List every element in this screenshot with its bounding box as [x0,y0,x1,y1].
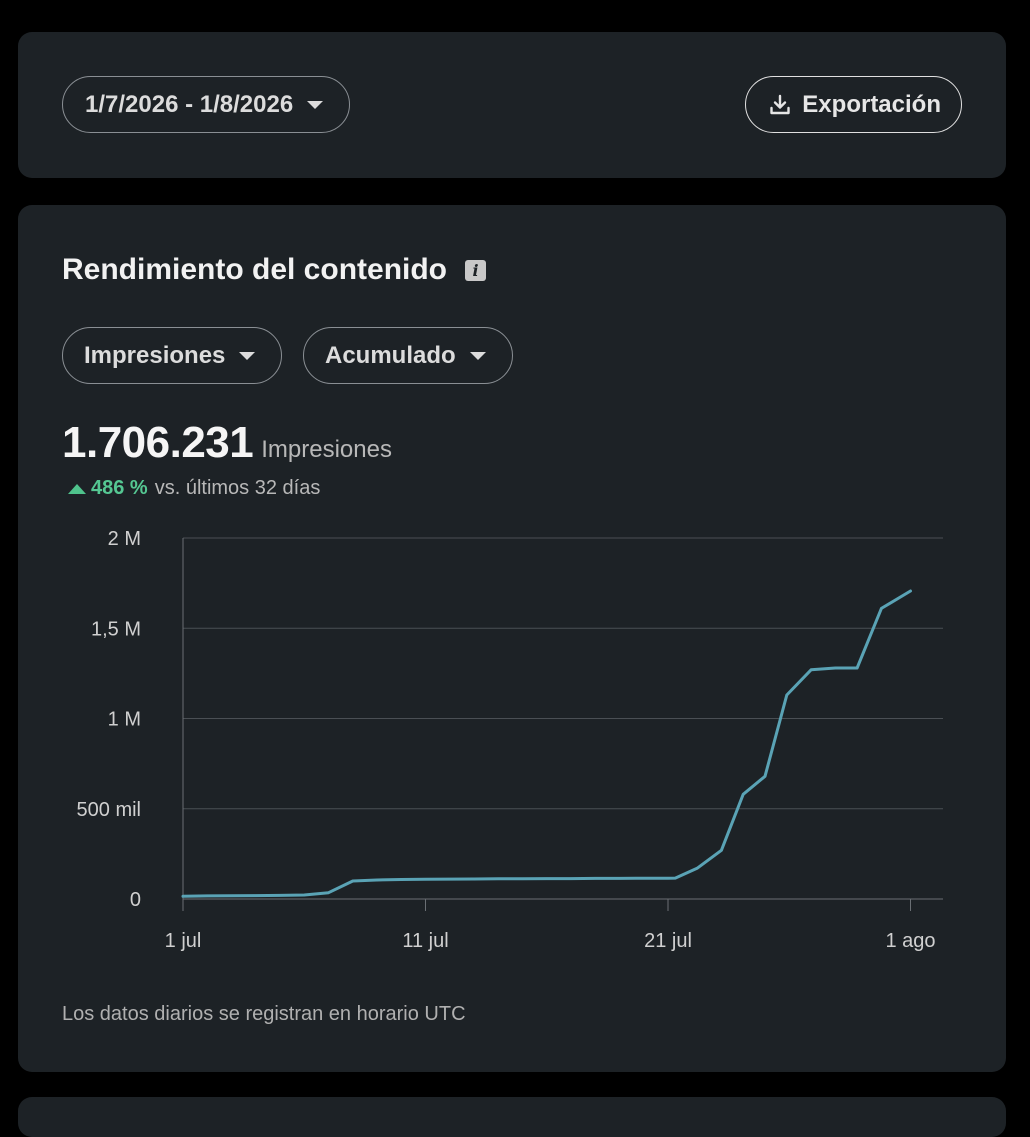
impressions-series-line [181,589,912,898]
info-icon[interactable]: i [465,259,487,281]
total-unit: Impresiones [261,436,392,463]
export-label: Exportación [802,90,941,118]
download-icon [770,94,790,114]
change-comparison: vs. últimos 32 días [154,477,321,499]
change-indicator: 486 % vs. últimos 32 días [68,477,320,500]
arrow-up-icon [68,483,86,494]
date-range-dropdown[interactable]: 1/7/2026 - 1/8/2026 [62,76,351,133]
x-tick-label: 1 jul [165,930,202,952]
total-summary: 1.706.231 Impresiones [62,418,392,468]
content-performance-card: Rendimiento del contenido i Impresiones … [18,205,1006,1072]
x-tick-label: 1 ago [885,930,935,952]
y-tick-label: 500 mil [77,799,141,821]
y-tick-label: 1 M [108,709,141,731]
export-button[interactable]: Exportación [745,76,962,133]
y-tick-label: 2 M [108,528,141,550]
aggregation-label: Acumulado [325,341,456,369]
x-tick-label: 11 jul [402,930,448,952]
impressions-line-chart: 0 500 mil 1 M 1,5 M 2 M 1 jul 11 jul 21 jul 1 ag… [77,528,943,952]
utc-footnote: Los datos diarios se registran en horari… [62,1003,466,1025]
section-header: Rendimiento del contenido i [62,253,487,287]
next-card [18,1097,1006,1137]
chevron-down-icon [307,100,324,109]
date-toolbar-card: 1/7/2026 - 1/8/2026 Exportación [18,32,1006,178]
x-tick-label: 21 jul [644,930,692,952]
metric-dropdown[interactable]: Impresiones [62,327,283,384]
change-percent: 486 % [91,477,148,499]
y-tick-label: 1,5 M [91,618,141,640]
total-value: 1.706.231 [62,418,254,467]
chevron-down-icon [469,351,486,360]
y-tick-label: 0 [130,889,141,911]
section-title: Rendimiento del contenido [62,253,448,286]
date-range-label: 1/7/2026 - 1/8/2026 [85,90,294,118]
metric-label: Impresiones [84,341,226,369]
aggregation-dropdown[interactable]: Acumulado [303,327,513,384]
chevron-down-icon [239,351,256,360]
